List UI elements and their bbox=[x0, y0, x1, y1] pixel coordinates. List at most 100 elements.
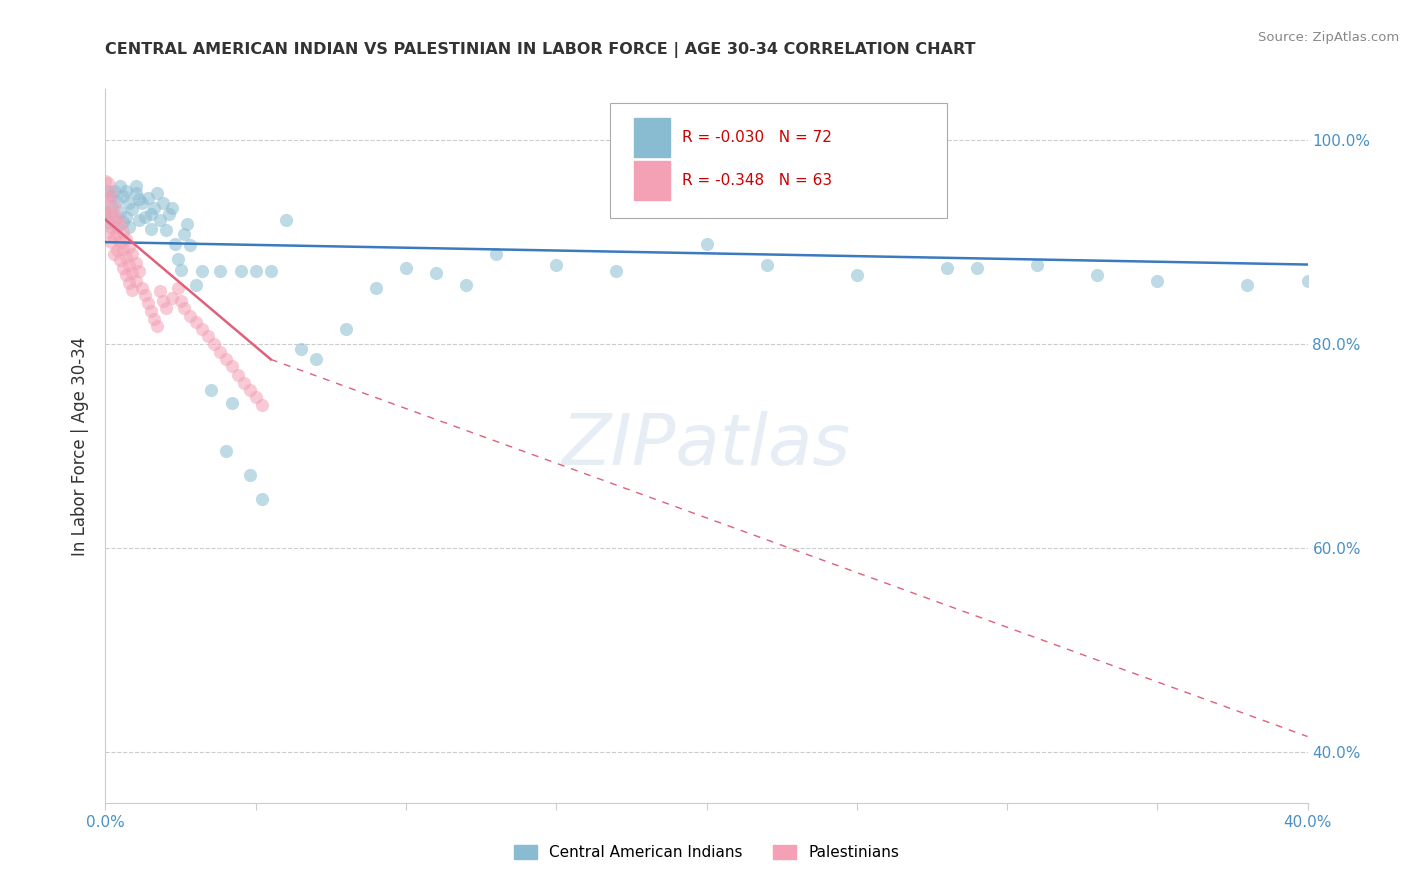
Text: CENTRAL AMERICAN INDIAN VS PALESTINIAN IN LABOR FORCE | AGE 30-34 CORRELATION CH: CENTRAL AMERICAN INDIAN VS PALESTINIAN I… bbox=[105, 42, 976, 58]
Point bbox=[290, 342, 312, 356]
Text: R = -0.348   N = 63: R = -0.348 N = 63 bbox=[682, 173, 832, 188]
Point bbox=[155, 223, 177, 237]
Point bbox=[118, 219, 141, 234]
Point bbox=[97, 176, 120, 190]
Point bbox=[103, 199, 125, 213]
Point bbox=[696, 237, 718, 252]
Point bbox=[173, 227, 195, 241]
Point bbox=[110, 235, 132, 249]
Point bbox=[245, 390, 267, 404]
Point bbox=[176, 217, 198, 231]
Point bbox=[115, 268, 138, 282]
Point bbox=[179, 309, 201, 323]
Text: Source: ZipAtlas.com: Source: ZipAtlas.com bbox=[1258, 31, 1399, 45]
Point bbox=[395, 805, 418, 820]
Point bbox=[115, 232, 138, 246]
Point bbox=[221, 396, 243, 410]
Point bbox=[103, 230, 125, 244]
Point bbox=[112, 189, 135, 203]
Point bbox=[134, 288, 156, 302]
Point bbox=[97, 225, 120, 239]
Point bbox=[112, 242, 135, 256]
Point bbox=[97, 210, 120, 224]
Point bbox=[128, 263, 150, 277]
Point bbox=[124, 179, 146, 194]
Point bbox=[112, 215, 135, 229]
Point bbox=[97, 184, 120, 198]
Point bbox=[163, 237, 186, 252]
Point bbox=[1085, 268, 1108, 282]
Point bbox=[214, 352, 236, 367]
Point bbox=[190, 322, 212, 336]
Point bbox=[139, 222, 162, 236]
Point bbox=[142, 202, 165, 216]
Point bbox=[128, 192, 150, 206]
Point bbox=[755, 258, 778, 272]
FancyBboxPatch shape bbox=[610, 103, 948, 218]
Point bbox=[110, 253, 132, 268]
Point bbox=[546, 258, 568, 272]
Point bbox=[239, 467, 262, 482]
Point bbox=[152, 294, 174, 309]
Point bbox=[121, 283, 143, 297]
Point bbox=[245, 263, 267, 277]
Point bbox=[107, 219, 129, 234]
Point bbox=[454, 277, 477, 292]
Point bbox=[112, 225, 135, 239]
Point bbox=[239, 383, 262, 397]
Point bbox=[232, 376, 254, 390]
Point bbox=[197, 329, 219, 343]
Text: ZIPatlas: ZIPatlas bbox=[562, 411, 851, 481]
Point bbox=[166, 252, 188, 267]
Point bbox=[184, 277, 207, 292]
Point bbox=[364, 281, 387, 295]
Point bbox=[226, 368, 249, 382]
Point bbox=[148, 284, 170, 298]
Point bbox=[100, 189, 122, 203]
Point bbox=[221, 359, 243, 374]
Point bbox=[148, 212, 170, 227]
Point bbox=[208, 345, 231, 359]
Point bbox=[128, 212, 150, 227]
Point bbox=[184, 315, 207, 329]
Point bbox=[121, 202, 143, 217]
Point bbox=[157, 206, 180, 220]
Point bbox=[169, 294, 191, 309]
Point bbox=[124, 255, 146, 269]
Point bbox=[115, 184, 138, 198]
Y-axis label: In Labor Force | Age 30-34: In Labor Force | Age 30-34 bbox=[72, 336, 90, 556]
Point bbox=[1236, 277, 1258, 292]
Point bbox=[100, 199, 122, 213]
Point bbox=[160, 291, 183, 305]
Point bbox=[845, 268, 868, 282]
Point bbox=[395, 260, 418, 275]
Point bbox=[305, 352, 328, 367]
Point bbox=[200, 383, 222, 397]
Point bbox=[94, 204, 117, 219]
Point bbox=[121, 247, 143, 261]
Point bbox=[1296, 274, 1319, 288]
Point bbox=[97, 192, 120, 206]
Point bbox=[103, 215, 125, 229]
Point bbox=[145, 186, 167, 201]
Point bbox=[118, 196, 141, 211]
Point bbox=[97, 215, 120, 229]
Point bbox=[121, 266, 143, 280]
Point bbox=[214, 444, 236, 458]
Point bbox=[103, 247, 125, 261]
Point bbox=[966, 260, 988, 275]
Point bbox=[107, 210, 129, 224]
Point bbox=[100, 219, 122, 234]
Point bbox=[425, 266, 447, 280]
Point bbox=[107, 227, 129, 241]
Point bbox=[100, 204, 122, 219]
Point bbox=[173, 301, 195, 316]
Bar bbox=[634, 161, 671, 200]
Point bbox=[112, 260, 135, 275]
Bar bbox=[634, 118, 671, 157]
Point bbox=[107, 244, 129, 258]
Point bbox=[110, 217, 132, 231]
Point bbox=[118, 258, 141, 272]
Point bbox=[131, 196, 153, 211]
Point bbox=[139, 206, 162, 220]
